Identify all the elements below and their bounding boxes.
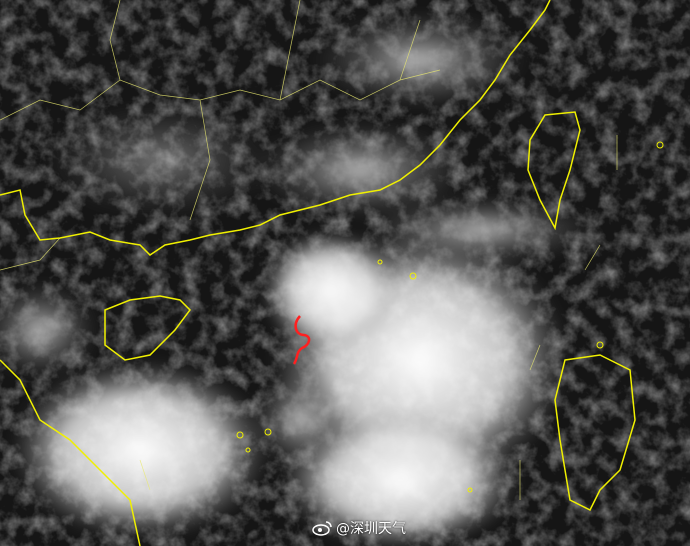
borders xyxy=(0,0,618,500)
watermark: @深圳天气 xyxy=(312,518,406,538)
hainan-island xyxy=(104,295,191,361)
coastlines xyxy=(0,0,636,546)
taiwan-island xyxy=(527,111,581,231)
weibo-logo-icon xyxy=(312,521,332,536)
watermark-text: @深圳天气 xyxy=(336,521,406,537)
luzon-island xyxy=(554,354,636,512)
small-islands xyxy=(236,141,664,493)
cloud-masses xyxy=(0,10,600,546)
typhoon-symbol-icon xyxy=(292,315,311,365)
